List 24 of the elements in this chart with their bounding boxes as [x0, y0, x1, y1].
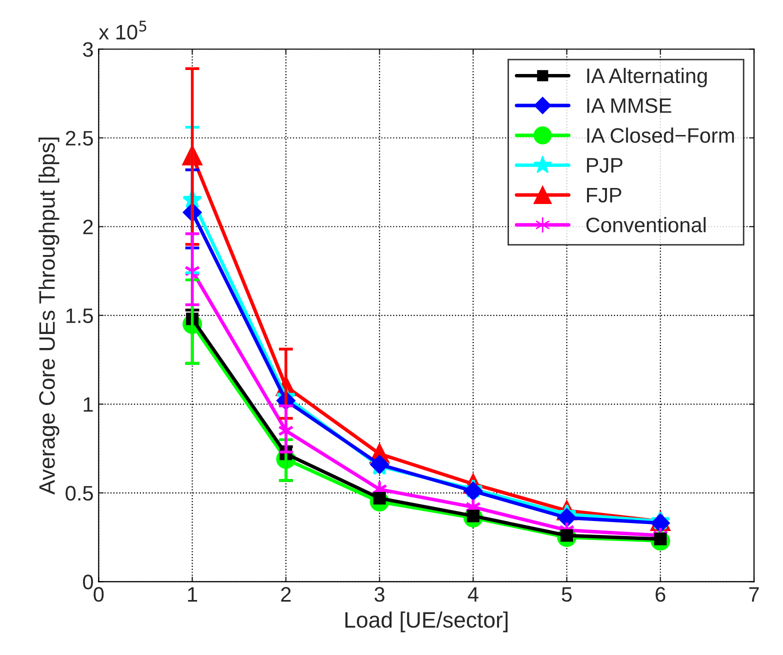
legend-label: IA Alternating [587, 68, 707, 88]
legend-label: PJP [587, 158, 622, 173]
x-tick-label: 3 [374, 587, 384, 602]
x-tick-label: 2 [281, 587, 291, 602]
text: x 10$^{5}$ [98, 20, 146, 40]
y-tick-label: 0 [83, 574, 93, 590]
x-tick-label: 5 [562, 587, 572, 602]
x-tick-label: 1 [188, 587, 198, 602]
y-tick-label: 1.5 [66, 308, 93, 324]
y-tick-label: 1 [84, 397, 93, 412]
legend-label: IA Closed−Form [587, 128, 734, 143]
legend-label: IA MMSE [587, 98, 672, 114]
y-tick-label: 0.5 [66, 486, 93, 501]
x-tick-label: 6 [656, 587, 666, 602]
x-tick-label: 4 [468, 587, 478, 602]
legend-label: FJP [587, 188, 622, 203]
y-tick-label: 3 [83, 42, 93, 57]
legend-label: Conventional [586, 217, 706, 232]
x-tick-label: 7 [749, 587, 759, 602]
y-tick-label: 2 [83, 220, 93, 234]
x-axis-title: Load [UE/sector] [345, 611, 508, 632]
y-tick-label: 2.5 [66, 130, 93, 146]
x-tick-label: 0 [94, 587, 104, 602]
y-axis-title: Average Core UEs Throughput [bps] [38, 138, 60, 495]
